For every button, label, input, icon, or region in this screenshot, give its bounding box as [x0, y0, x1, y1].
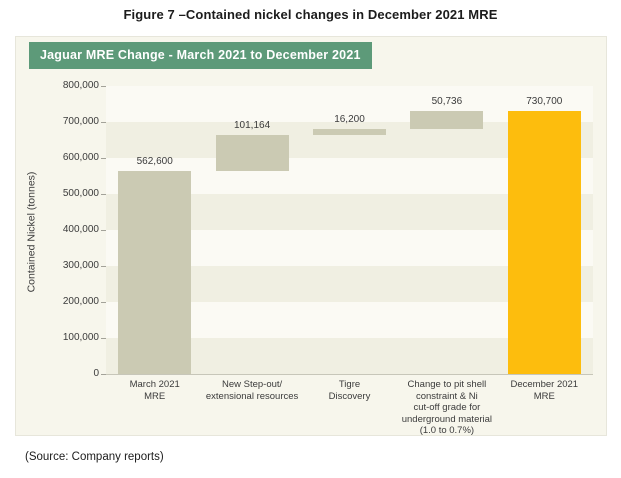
figure-caption: Figure 7 –Contained nickel changes in De…	[123, 7, 498, 22]
x-category-label-line: cut-off grade for	[413, 402, 481, 413]
chart-title-banner: Jaguar MRE Change - March 2021 to Decemb…	[29, 42, 372, 69]
plot-area: 562,600 101,164 16,200 50,736 730,700	[101, 86, 593, 375]
bar-value-label: 730,700	[526, 95, 563, 107]
axis-tick-mark	[101, 122, 106, 123]
x-category-label: Change to pit shell constraint & Ni cut-of…	[386, 379, 507, 437]
x-category-label-line: constraint & Ni	[415, 390, 478, 402]
bar-value-label: 50,736	[431, 95, 463, 107]
x-category-label-line: New Step-out/	[221, 379, 283, 390]
y-tick-label: 0	[93, 368, 99, 379]
axis-tick-mark	[101, 302, 106, 303]
y-tick-label: 800,000	[62, 80, 99, 91]
waterfall-bar	[313, 129, 386, 136]
y-tick-label: 400,000	[62, 224, 99, 235]
x-category-label: Tigre Discovery	[289, 379, 410, 402]
x-category-label: March 2021 MRE	[94, 379, 215, 402]
x-axis-baseline	[106, 374, 593, 375]
waterfall-bar	[507, 110, 581, 374]
waterfall-bar	[410, 110, 484, 130]
y-tick-label: 500,000	[62, 188, 99, 199]
x-category-label: New Step-out/extensional resources	[191, 379, 312, 402]
y-tick-label: 600,000	[62, 152, 99, 163]
chart-panel: Jaguar MRE Change - March 2021 to Decemb…	[15, 36, 607, 436]
axis-tick-mark	[101, 158, 106, 159]
x-category-label-line: March 2021	[129, 379, 180, 390]
axis-tick-mark	[101, 86, 106, 87]
x-category-label: December 2021 MRE	[484, 379, 605, 402]
x-category-label-line: extensional resources	[205, 390, 299, 402]
bar-value-label: 16,200	[334, 114, 365, 126]
axis-tick-mark	[101, 374, 106, 375]
waterfall-bar	[118, 171, 192, 374]
x-category-label-line: December 2021	[510, 379, 579, 390]
axis-tick-mark	[101, 266, 106, 267]
waterfall-bar	[215, 135, 289, 172]
x-category-label-line: MRE	[533, 390, 555, 402]
x-category-label-line: (1.0 to 0.7%)	[419, 425, 475, 436]
x-category-label-line: underground material	[401, 413, 493, 425]
bar-value-label: 562,600	[136, 156, 173, 168]
y-tick-label: 700,000	[62, 116, 99, 127]
y-tick-label: 100,000	[62, 332, 99, 343]
x-category-label-line: Discovery	[328, 390, 371, 402]
bar-value-label: 101,164	[234, 120, 271, 132]
y-tick-label: 200,000	[62, 296, 99, 307]
y-tick-label: 300,000	[62, 260, 99, 271]
axis-tick-mark	[101, 338, 106, 339]
axis-tick-mark	[101, 194, 106, 195]
x-category-label-line: Tigre	[338, 379, 361, 390]
x-category-label-line: Change to pit shell	[407, 379, 487, 390]
axis-tick-mark	[101, 230, 106, 231]
x-category-label-line: MRE	[144, 390, 166, 402]
source-note: (Source: Company reports)	[25, 451, 164, 463]
